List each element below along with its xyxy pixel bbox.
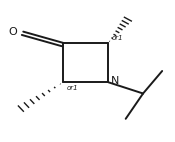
Text: O: O <box>8 27 17 37</box>
Text: or1: or1 <box>112 36 123 41</box>
Text: or1: or1 <box>67 85 78 91</box>
Text: N: N <box>111 76 119 86</box>
